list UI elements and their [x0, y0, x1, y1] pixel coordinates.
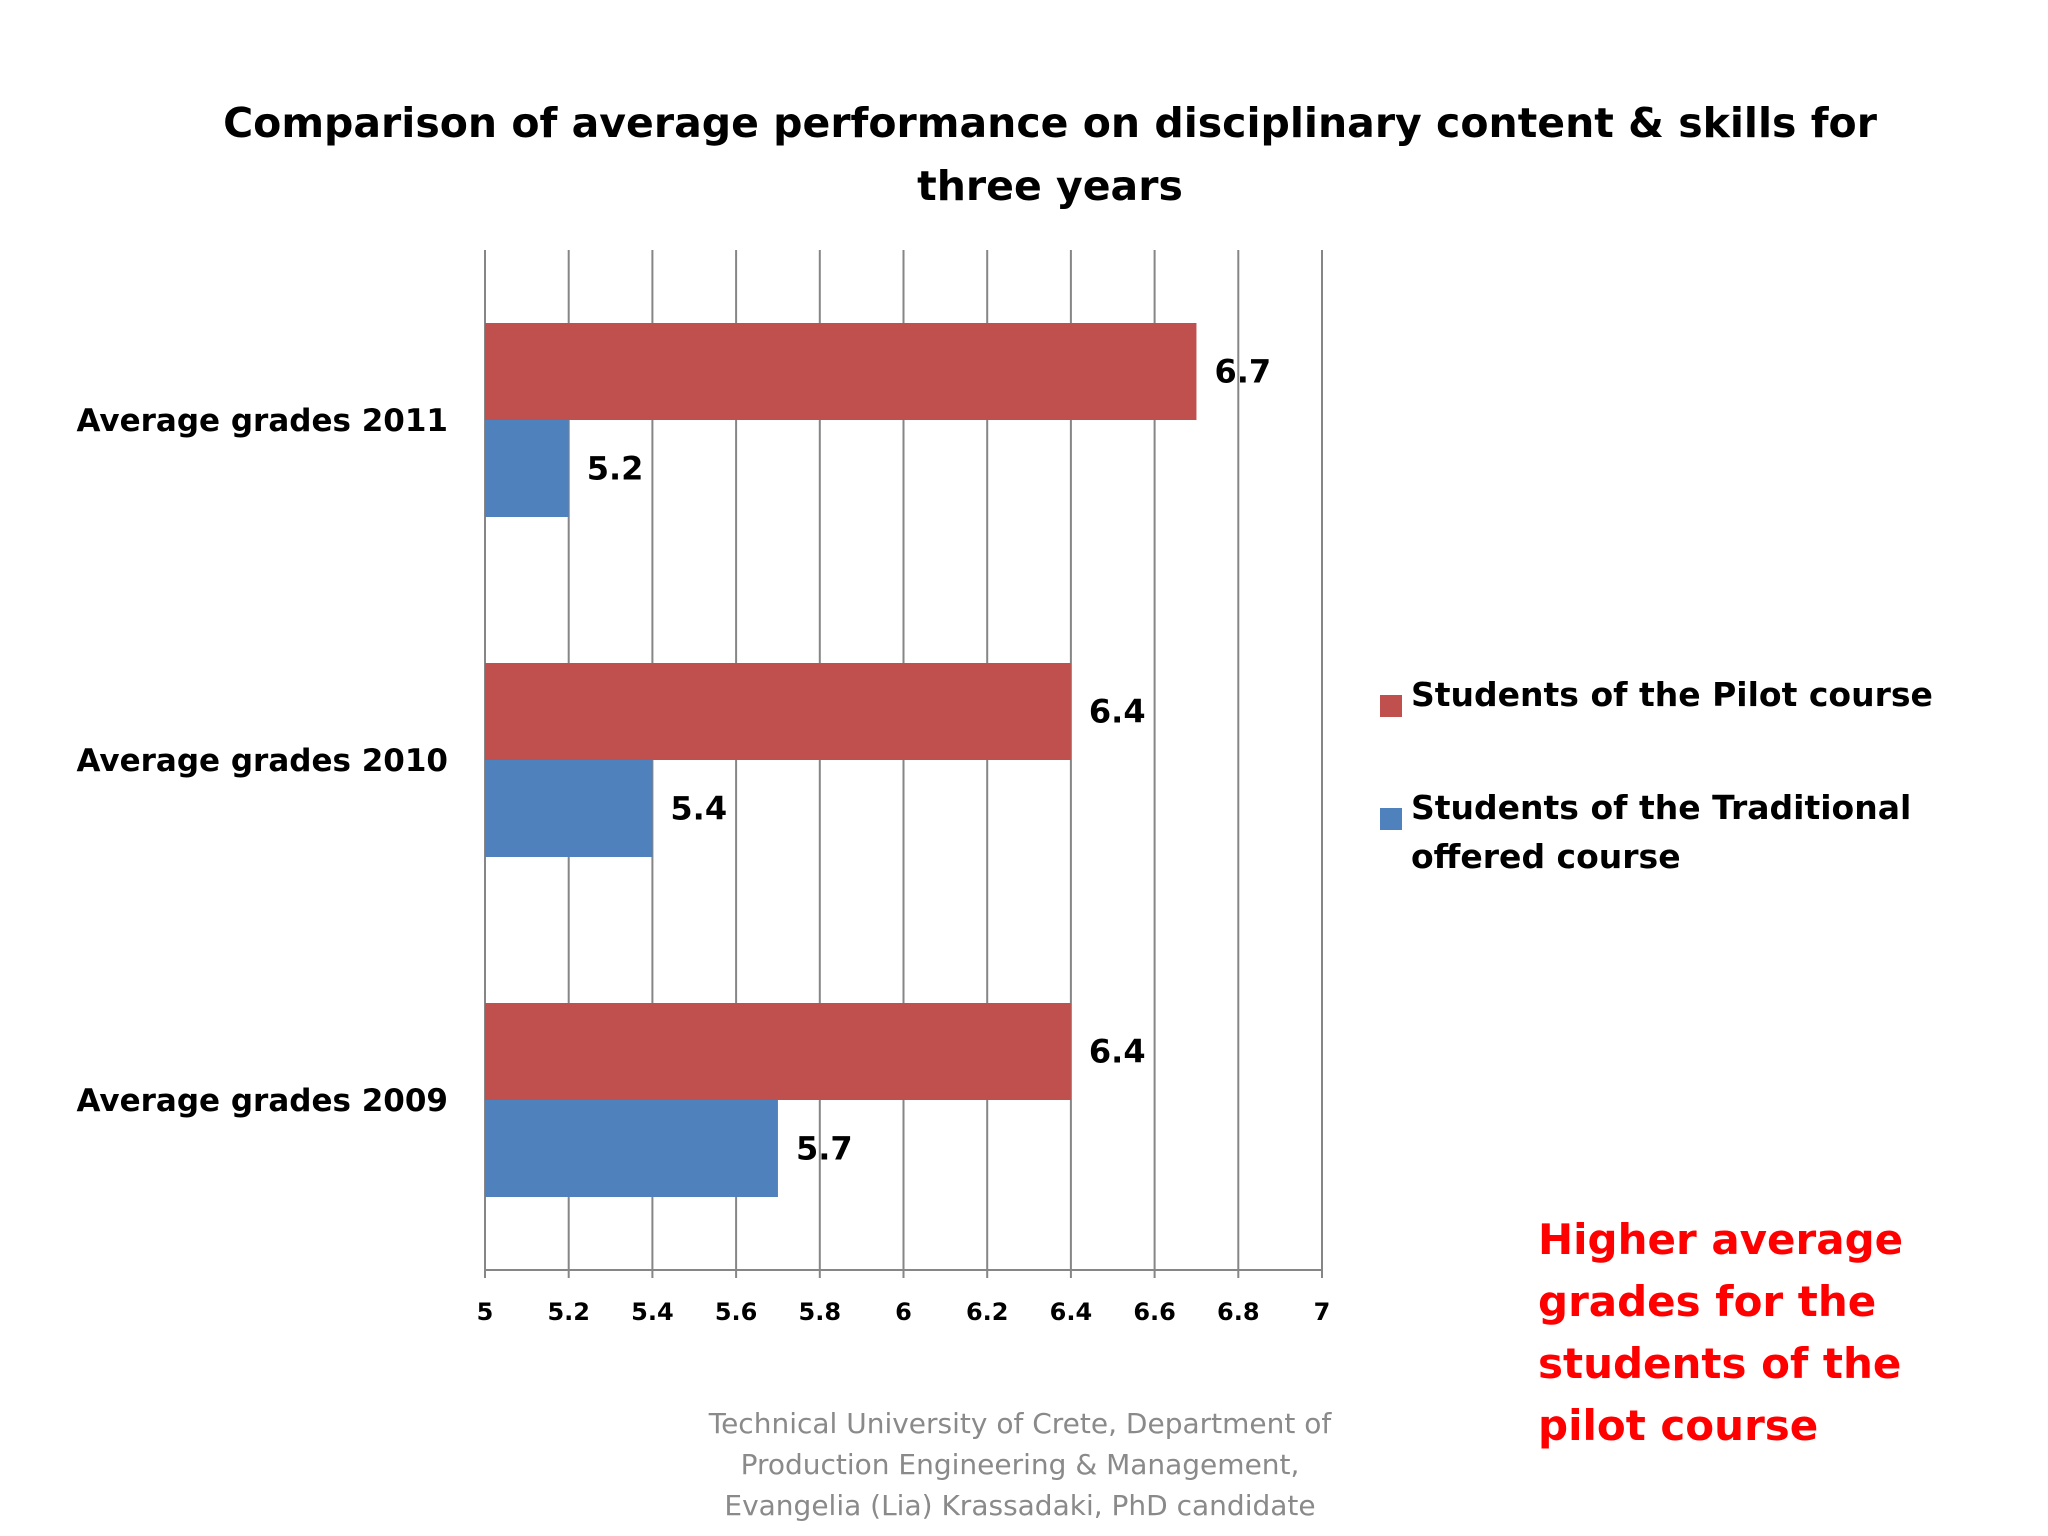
x-tick-label: 6.8	[1217, 1298, 1260, 1326]
legend-swatch-traditional	[1380, 808, 1402, 830]
highlight-note: Higher average grades for the students o…	[1538, 1215, 1904, 1450]
bar-pilot	[485, 323, 1197, 420]
category-label: Average grades 2010	[77, 743, 448, 779]
x-tick-label: 5.2	[547, 1298, 590, 1326]
x-tick-label: 6.2	[966, 1298, 1009, 1326]
category-label: Average grades 2011	[77, 403, 448, 439]
x-tick-label: 6.4	[1050, 1298, 1093, 1326]
chart-legend: Students of the Pilot course Students of…	[1376, 670, 2016, 945]
x-tick-label: 5.8	[799, 1298, 842, 1326]
data-label: 5.2	[587, 450, 644, 488]
data-label: 6.4	[1089, 1033, 1146, 1071]
data-label: 5.7	[796, 1130, 853, 1168]
bar-traditional	[485, 420, 569, 517]
x-tick-label: 5	[477, 1298, 494, 1326]
x-tick-label: 6	[895, 1298, 912, 1326]
legend-swatch-pilot	[1380, 695, 1402, 717]
x-tick-label: 5.4	[631, 1298, 674, 1326]
legend-label-traditional: Students of the Traditional offered cour…	[1411, 788, 1912, 876]
legend-item-pilot: Students of the Pilot course	[1376, 670, 2016, 719]
bar-traditional	[485, 1100, 778, 1197]
legend-item-traditional: Students of the Traditional offered cour…	[1376, 783, 2016, 881]
footer-credit: Technical University of Crete, Departmen…	[708, 1407, 1332, 1522]
x-tick-label: 6.6	[1133, 1298, 1176, 1326]
chart-title: Comparison of average performance on dis…	[223, 99, 1877, 210]
data-label: 6.7	[1214, 353, 1271, 391]
data-label: 6.4	[1089, 693, 1146, 731]
x-tick-label: 5.6	[715, 1298, 758, 1326]
bar-pilot	[485, 1003, 1071, 1100]
legend-label-pilot: Students of the Pilot course	[1411, 675, 1933, 714]
x-tick-label: 7	[1314, 1298, 1331, 1326]
category-label: Average grades 2009	[77, 1083, 448, 1119]
bar-traditional	[485, 760, 653, 857]
data-label: 5.4	[670, 790, 727, 828]
bar-pilot	[485, 663, 1071, 760]
